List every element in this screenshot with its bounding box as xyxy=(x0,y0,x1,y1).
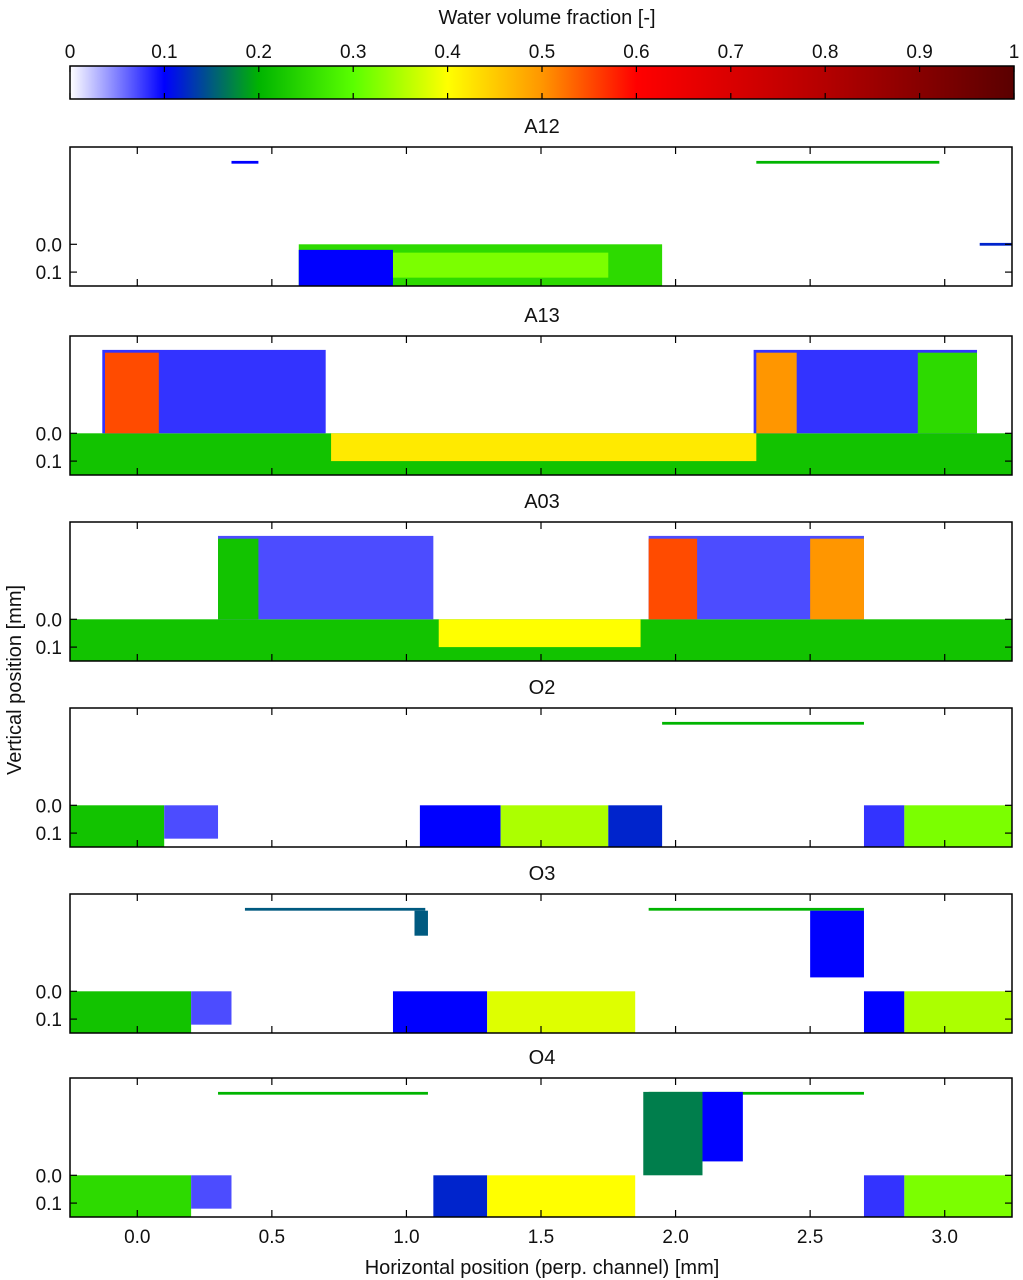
colorbar-tick-label: 0.2 xyxy=(246,42,272,63)
heatmap-cell xyxy=(414,910,428,936)
colorbar-tick-label: 0.4 xyxy=(434,42,461,63)
heatmap-cell xyxy=(191,991,232,1025)
heatmap-cell xyxy=(487,1175,636,1217)
panel-title: A12 xyxy=(524,116,560,138)
heatmap-cell xyxy=(433,1175,488,1217)
panel-a13: A13 0.0 0.1 xyxy=(36,305,1013,476)
x-tick-label: 2.5 xyxy=(797,1227,823,1248)
heatmap-cell xyxy=(863,1175,905,1217)
colorbar-label: Water volume fraction [-] xyxy=(438,7,655,29)
heatmap-cell xyxy=(331,433,757,462)
y-tick-label: 0.1 xyxy=(36,1194,62,1215)
heatmap-cells xyxy=(70,1091,1012,1217)
x-tick-label: 0.0 xyxy=(124,1227,150,1248)
heatmap-cells xyxy=(70,535,1012,661)
panel-title: O4 xyxy=(529,1047,556,1069)
heatmap-cell xyxy=(218,1091,428,1095)
heatmap-cell xyxy=(231,160,259,164)
x-tick-label: 3.0 xyxy=(932,1227,958,1248)
heatmap-cell xyxy=(191,1175,232,1209)
y-axis-label: Vertical position [mm] xyxy=(4,585,26,775)
x-tick-label: 0.5 xyxy=(259,1227,285,1248)
y-tick-label: 0.0 xyxy=(36,1166,62,1187)
heatmap-cell xyxy=(904,805,1012,847)
panel-o2: O2 0.0 0.1 xyxy=(36,677,1013,848)
panel-o3: O3 0.0 0.1 xyxy=(36,863,1013,1034)
heatmap-cell xyxy=(392,252,609,278)
x-axis-label: Horizontal position (perp. channel) [mm] xyxy=(365,1257,720,1279)
heatmap-cell xyxy=(904,1175,1012,1217)
heatmap-cell xyxy=(917,352,978,434)
y-tick-label: 0.1 xyxy=(36,638,62,659)
heatmap-cells xyxy=(70,721,1012,847)
heatmap-cell xyxy=(756,352,797,434)
heatmap-cell xyxy=(662,721,864,725)
heatmap-cell xyxy=(438,619,641,648)
heatmap-cell xyxy=(810,538,864,620)
heatmap-cell xyxy=(70,1175,192,1217)
colorbar-tick-label: 0.6 xyxy=(623,42,649,63)
heatmap-cell xyxy=(756,160,940,164)
heatmap-cell xyxy=(487,991,636,1033)
heatmap-cell xyxy=(863,805,905,847)
x-tick-label: 1.5 xyxy=(528,1227,554,1248)
heatmap-cell xyxy=(863,991,905,1033)
heatmap-cell xyxy=(648,1091,864,1095)
heatmap-cell xyxy=(298,249,393,286)
panel-o4: O4 0.0 0.5 1.0 1.5 2.0 2.5 3.0 0.0 0.1 xyxy=(36,1047,1013,1248)
heatmap-cell xyxy=(70,805,165,847)
colorbar-tick-label: 0.1 xyxy=(151,42,177,63)
panel-title: A13 xyxy=(524,305,560,327)
colorbar-tick-label: 0.5 xyxy=(529,42,555,63)
heatmap-cells xyxy=(231,160,1012,286)
heatmap-cell xyxy=(419,805,501,847)
heatmap-cell xyxy=(643,1091,703,1176)
heatmap-cell xyxy=(104,352,159,434)
x-tick-label: 2.0 xyxy=(662,1227,688,1248)
y-tick-label: 0.1 xyxy=(36,824,62,845)
heatmap-cell xyxy=(500,805,609,847)
heatmap-cell xyxy=(392,991,488,1033)
panel-title: O3 xyxy=(529,863,556,885)
x-tick-label: 1.0 xyxy=(393,1227,419,1248)
heatmap-cell xyxy=(164,805,219,839)
y-tick-label: 0.1 xyxy=(36,263,62,284)
heatmap-cell xyxy=(648,538,698,620)
heatmap-cells xyxy=(70,907,1012,1033)
heatmap-cell xyxy=(979,242,1012,246)
colorbar-tick-label: 0.9 xyxy=(906,42,932,63)
y-tick-label: 0.1 xyxy=(36,1010,62,1031)
panel-title: A03 xyxy=(524,491,560,513)
colorbar-tick-labels: 0 0.1 0.2 0.3 0.4 0.5 0.6 0.7 0.8 0.9 1 xyxy=(65,42,1020,63)
heatmap-cell xyxy=(648,907,864,911)
colorbar-ticks xyxy=(69,66,1015,99)
heatmap-cell xyxy=(608,805,663,847)
panel-a12: A12 0.0 0.1 xyxy=(36,116,1013,287)
y-tick-label: 0.0 xyxy=(36,610,62,631)
y-tick-label: 0.0 xyxy=(36,424,62,445)
heatmap-cells xyxy=(70,349,1012,475)
heatmap-cell xyxy=(244,907,426,911)
y-tick-label: 0.0 xyxy=(36,982,62,1003)
y-tick-label: 0.0 xyxy=(36,235,62,256)
y-tick-label: 0.1 xyxy=(36,452,62,473)
y-tick-label: 0.0 xyxy=(36,796,62,817)
heatmap-cell xyxy=(70,991,192,1033)
panels: A12 0.0 0.1 A13 0.0 0.1 A03 0.0 0.1 O2 0.0 0.1 O3 0.0… xyxy=(36,116,1013,1248)
colorbar-tick-label: 0.7 xyxy=(718,42,744,63)
colorbar-tick-label: 0.8 xyxy=(812,42,838,63)
colorbar-tick-label: 0 xyxy=(65,42,76,63)
heatmap-cell xyxy=(702,1091,743,1162)
heatmap-cell xyxy=(218,538,259,620)
colorbar-tick-label: 1 xyxy=(1009,42,1020,63)
heatmap-cell xyxy=(904,991,1012,1033)
colorbar: Water volume fraction [-] 0 0.1 0.2 0.3 0.4 0… xyxy=(65,7,1020,100)
panel-a03: A03 0.0 0.1 xyxy=(36,491,1013,662)
colorbar-tick-label: 0.3 xyxy=(340,42,366,63)
panel-title: O2 xyxy=(529,677,556,699)
heatmap-cell xyxy=(810,910,864,978)
